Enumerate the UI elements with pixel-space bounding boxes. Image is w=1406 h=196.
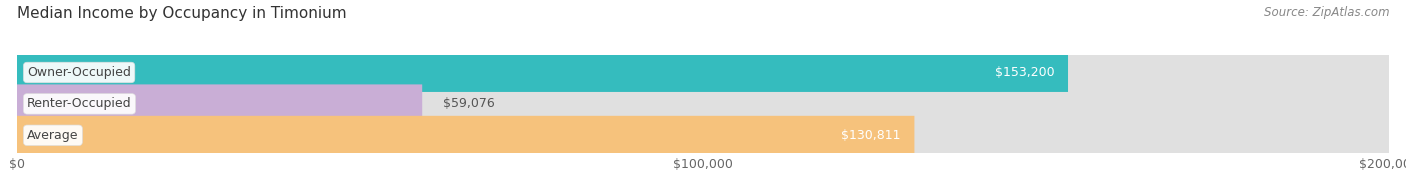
Bar bbox=[17, 120, 1389, 151]
FancyBboxPatch shape bbox=[17, 116, 914, 155]
Bar bbox=[17, 57, 1389, 88]
Text: $130,811: $130,811 bbox=[841, 129, 901, 142]
Text: Renter-Occupied: Renter-Occupied bbox=[27, 97, 132, 110]
Bar bbox=[17, 88, 1389, 120]
FancyBboxPatch shape bbox=[17, 84, 1389, 123]
FancyBboxPatch shape bbox=[17, 84, 422, 123]
Text: Owner-Occupied: Owner-Occupied bbox=[27, 66, 131, 79]
Text: Average: Average bbox=[27, 129, 79, 142]
Text: Source: ZipAtlas.com: Source: ZipAtlas.com bbox=[1264, 6, 1389, 19]
FancyBboxPatch shape bbox=[17, 116, 1389, 155]
Text: $153,200: $153,200 bbox=[994, 66, 1054, 79]
Text: $59,076: $59,076 bbox=[443, 97, 495, 110]
Text: Median Income by Occupancy in Timonium: Median Income by Occupancy in Timonium bbox=[17, 6, 346, 21]
FancyBboxPatch shape bbox=[17, 53, 1389, 92]
FancyBboxPatch shape bbox=[17, 53, 1069, 92]
